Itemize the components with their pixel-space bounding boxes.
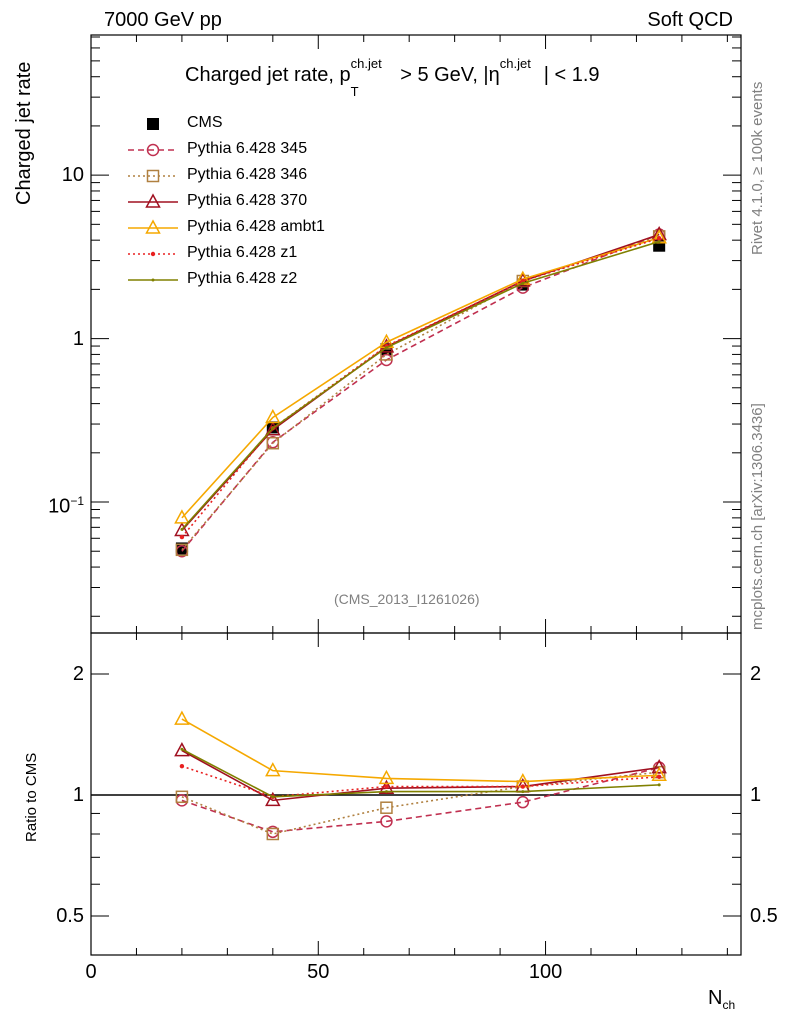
title-sup1: ch.jet bbox=[350, 56, 382, 71]
legend-marker-pythia-6-428-346 bbox=[146, 169, 160, 183]
x-axis-label-text: N bbox=[708, 987, 723, 1009]
y-tick-label: 1 bbox=[72, 327, 84, 350]
legend-label-pythia-6-428-370: Pythia 6.428 370 bbox=[187, 192, 308, 209]
plot-title: Charged jet rate, p ch.jet T > 5 GeV, |η ch… bbox=[185, 57, 600, 98]
main-point-pythia-6-428-z1 bbox=[179, 534, 185, 540]
ratio-point-pythia-6-428-z1 bbox=[656, 774, 662, 780]
ratio-tick-label: 2 bbox=[72, 663, 84, 686]
ratio-tick-label-right: 2 bbox=[750, 663, 762, 686]
main-point-pythia-6-428-z2 bbox=[180, 527, 184, 531]
ratio-point-pythia-6-428-370 bbox=[651, 759, 667, 774]
legend-marker-pythia-6-428-z2 bbox=[151, 278, 155, 282]
ratio-line-pythia-6-428-346 bbox=[181, 771, 660, 835]
energy-label: 7000 GeV pp bbox=[104, 9, 222, 31]
ratio-line-pythia-6-428-370 bbox=[181, 749, 660, 802]
ratio-point-pythia-6-428-346 bbox=[266, 827, 280, 841]
ratio-point-pythia-6-428-370 bbox=[174, 742, 190, 757]
analysis-id: (CMS_2013_I1261026) bbox=[334, 591, 480, 607]
legend-label-pythia-6-428-346: Pythia 6.428 346 bbox=[187, 166, 308, 183]
legend-label-pythia-6-428-345: Pythia 6.428 345 bbox=[187, 140, 308, 157]
y-axis-label: Charged jet rate bbox=[13, 61, 35, 205]
ratio-point-pythia-6-428-ambt1 bbox=[265, 762, 281, 777]
y-tick-label: 10 bbox=[61, 164, 84, 187]
legend-label-pythia-6-428-z1: Pythia 6.428 z1 bbox=[187, 244, 298, 261]
ratio-point-pythia-6-428-346 bbox=[380, 801, 393, 814]
ratio-point-pythia-6-428-z2 bbox=[384, 790, 388, 794]
main-point-pythia-6-428-370 bbox=[265, 421, 281, 436]
ratio-point-pythia-6-428-z1 bbox=[520, 784, 526, 789]
main-point-pythia-6-428-z2 bbox=[657, 240, 661, 244]
title-sup2: ch.jet bbox=[499, 56, 531, 71]
legend-marker-pythia-6-428-ambt1 bbox=[145, 219, 161, 234]
legend-marker-pythia-6-428-370 bbox=[145, 193, 161, 208]
title-sub1: T bbox=[350, 84, 359, 99]
ratio-point-pythia-6-428-ambt1 bbox=[651, 766, 667, 782]
mcplots-label: mcplots.cern.ch [arXiv:1306.3436] bbox=[749, 403, 766, 630]
ratio-point-pythia-6-428-z2 bbox=[271, 795, 275, 799]
main-point-pythia-6-428-z2 bbox=[384, 346, 388, 350]
ratio-point-pythia-6-428-ambt1 bbox=[174, 710, 190, 725]
x-axis-label-sub: ch bbox=[722, 998, 736, 1012]
ratio-point-pythia-6-428-345 bbox=[380, 815, 393, 828]
x-tick-label: 0 bbox=[85, 961, 97, 983]
ratio-point-pythia-6-428-ambt1 bbox=[378, 769, 395, 785]
legend-marker-cms bbox=[147, 118, 159, 130]
main-line-pythia-6-428-z1 bbox=[181, 237, 660, 538]
ratio-tick-label-right: 1 bbox=[750, 784, 762, 807]
x-tick-label: 50 bbox=[307, 961, 330, 983]
ratio-tick-label: 0.5 bbox=[56, 905, 84, 928]
main-point-pythia-6-428-z1 bbox=[656, 236, 662, 241]
ratio-point-pythia-6-428-370 bbox=[265, 791, 281, 807]
main-point-pythia-6-428-346 bbox=[266, 436, 280, 450]
title-text: Charged jet rate, p bbox=[185, 64, 351, 86]
x-tick-label: 100 bbox=[528, 961, 563, 983]
process-label: Soft QCD bbox=[647, 9, 733, 31]
legend-label-pythia-6-428-z2: Pythia 6.428 z2 bbox=[187, 270, 298, 287]
ratio-tick-label-right: 0.5 bbox=[750, 905, 778, 928]
title-text-2: > 5 GeV, |η bbox=[394, 64, 500, 86]
legend-label-pythia-6-428-ambt1: Pythia 6.428 ambt1 bbox=[187, 218, 325, 235]
main-point-pythia-6-428-ambt1 bbox=[265, 408, 281, 424]
ratio-point-pythia-6-428-z2 bbox=[521, 790, 525, 794]
ratio-point-pythia-6-428-z1 bbox=[179, 763, 185, 769]
ratio-point-pythia-6-428-346 bbox=[175, 790, 189, 804]
ratio-tick-label: 1 bbox=[72, 784, 84, 807]
main-point-pythia-6-428-z2 bbox=[271, 426, 275, 430]
main-point-pythia-6-428-346 bbox=[175, 543, 189, 557]
y-tick-label: 10−1 bbox=[48, 494, 84, 518]
main-point-pythia-6-428-z2 bbox=[521, 281, 525, 285]
ratio-frame bbox=[90, 632, 742, 956]
ratio-y-axis-label: Ratio to CMS bbox=[23, 752, 40, 842]
x-axis-label: Nch bbox=[708, 988, 735, 1011]
ratio-point-pythia-6-428-z2 bbox=[180, 747, 184, 751]
legend-marker-pythia-6-428-z1 bbox=[150, 251, 156, 257]
title-text-3: | < 1.9 bbox=[543, 64, 600, 86]
legend-label-cms: CMS bbox=[187, 114, 223, 131]
legend-marker-pythia-6-428-345 bbox=[146, 143, 160, 157]
ratio-point-pythia-6-428-z1 bbox=[384, 784, 389, 789]
main-point-pythia-6-428-ambt1 bbox=[174, 509, 190, 524]
ratio-line-pythia-6-428-ambt1 bbox=[181, 718, 660, 783]
rivet-version-label: Rivet 4.1.0, ≥ 100k events bbox=[749, 81, 766, 255]
ratio-point-pythia-6-428-z2 bbox=[657, 783, 661, 787]
ratio-point-pythia-6-428-345 bbox=[516, 795, 530, 809]
main-line-pythia-6-428-ambt1 bbox=[181, 236, 660, 519]
